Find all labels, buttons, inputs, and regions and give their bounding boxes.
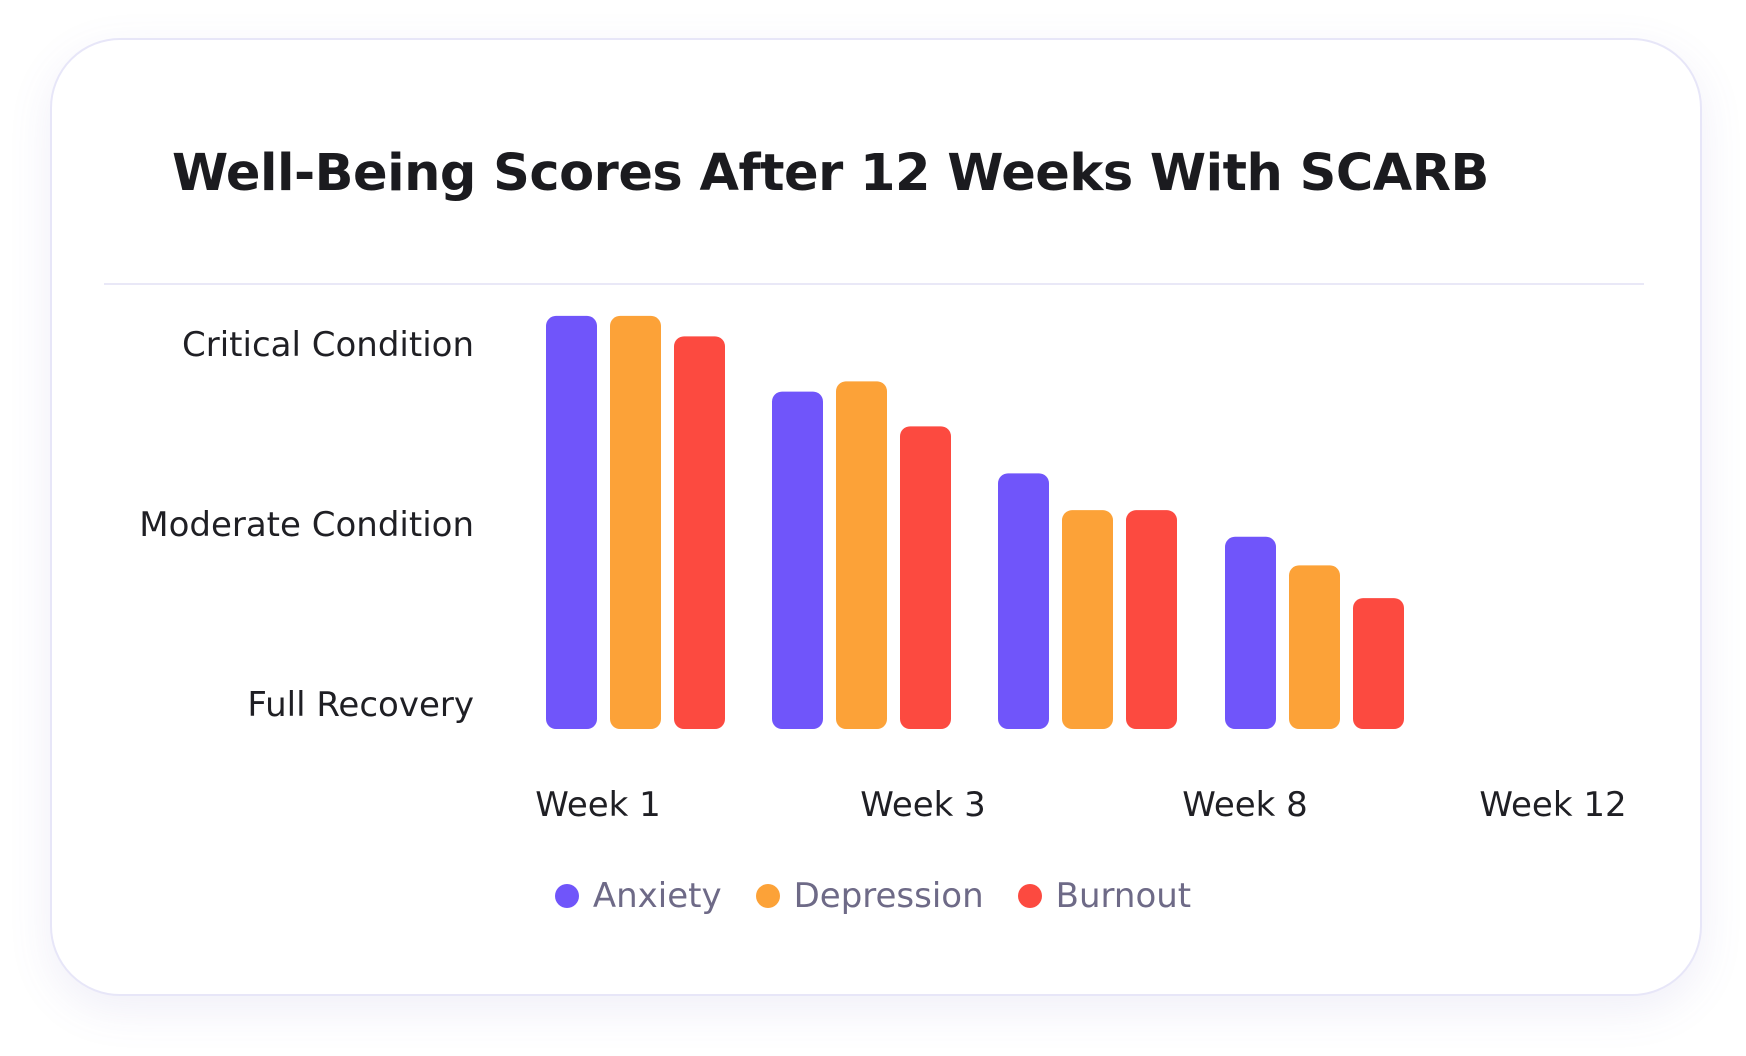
legend-item-depression: Depression [755, 876, 984, 916]
y-tick-label-moderate: Moderate Condition [139, 505, 474, 545]
chart-title: Well-Being Scores After 12 Weeks With SC… [172, 144, 1489, 203]
bar-week-12-depression [1289, 565, 1340, 729]
legend-dot-burnout [1017, 884, 1042, 908]
bar-week-1-depression [610, 315, 661, 729]
y-tick-label-critical: Critical Condition [182, 325, 474, 365]
legend-label-depression: Depression [793, 876, 984, 916]
bar-week-8-burnout [1126, 510, 1177, 729]
bar-week-3-anxiety [772, 391, 823, 729]
bar-week-8-depression [1062, 510, 1113, 729]
x-tick-label-week-1: Week 1 [535, 785, 661, 825]
legend: Anxiety Depression Burnout [0, 876, 1746, 916]
bar-week-1-anxiety [546, 315, 597, 729]
legend-item-anxiety: Anxiety [554, 876, 722, 916]
y-axis-ticks: Critical Condition Moderate Condition Fu… [139, 325, 474, 725]
legend-label-burnout: Burnout [1055, 876, 1192, 916]
legend-dot-anxiety [554, 884, 579, 908]
bar-week-12-anxiety [1225, 536, 1276, 729]
x-tick-label-week-8: Week 8 [1182, 785, 1308, 825]
bars-layer [546, 315, 1404, 729]
bar-week-8-anxiety [998, 473, 1049, 729]
bar-week-1-burnout [674, 336, 725, 729]
x-axis-ticks: Week 1 Week 3 Week 8 Week 12 [535, 785, 1626, 825]
x-tick-label-week-12: Week 12 [1479, 785, 1626, 825]
x-tick-label-week-3: Week 3 [860, 785, 986, 825]
title-divider [104, 283, 1644, 285]
legend-label-anxiety: Anxiety [592, 876, 722, 916]
legend-item-burnout: Burnout [1017, 876, 1192, 916]
legend-dot-depression [755, 884, 780, 908]
bar-week-12-burnout [1353, 598, 1404, 729]
bar-week-3-depression [836, 381, 887, 729]
y-tick-label-recovery: Full Recovery [247, 685, 474, 725]
bar-week-3-burnout [900, 426, 951, 729]
